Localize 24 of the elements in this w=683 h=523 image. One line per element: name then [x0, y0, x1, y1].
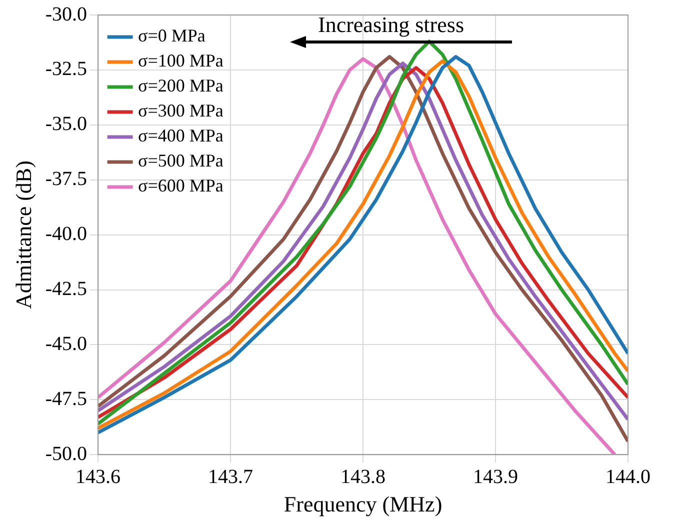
annotation: Increasing stress: [318, 12, 464, 38]
y-tick-label: -40.0: [45, 223, 88, 246]
legend-label: σ=400 MPa: [138, 126, 224, 146]
x-tick-label: 143.7: [208, 466, 254, 488]
legend-label: σ=500 MPa: [138, 150, 224, 171]
legend-label: σ=100 MPa: [138, 50, 224, 71]
y-tick-label: -45.0: [45, 332, 88, 355]
y-tick-label: -37.5: [45, 168, 88, 190]
y-tick-label: -30.0: [45, 3, 88, 26]
legend-label: σ=0 MPa: [138, 26, 206, 46]
y-tick-label: -50.0: [45, 442, 88, 465]
y-axis-title: Admittance (dB): [10, 160, 36, 310]
legend-label: σ=300 MPa: [138, 100, 224, 121]
y-tick-label: -42.5: [45, 278, 88, 300]
x-tick-label: 143.6: [76, 466, 121, 488]
x-axis-title: Frequency (MHz): [284, 492, 442, 517]
y-tick-label: -35.0: [45, 113, 88, 136]
x-tick-label: 143.9: [473, 466, 518, 488]
y-tick-label: -32.5: [45, 58, 88, 80]
x-tick-label: 144.0: [606, 466, 650, 488]
legend-label: σ=600 MPa: [138, 176, 224, 196]
legend-label: σ=200 MPa: [138, 76, 224, 96]
x-tick-label: 143.8: [340, 466, 386, 488]
y-tick-label: -47.5: [45, 388, 88, 410]
